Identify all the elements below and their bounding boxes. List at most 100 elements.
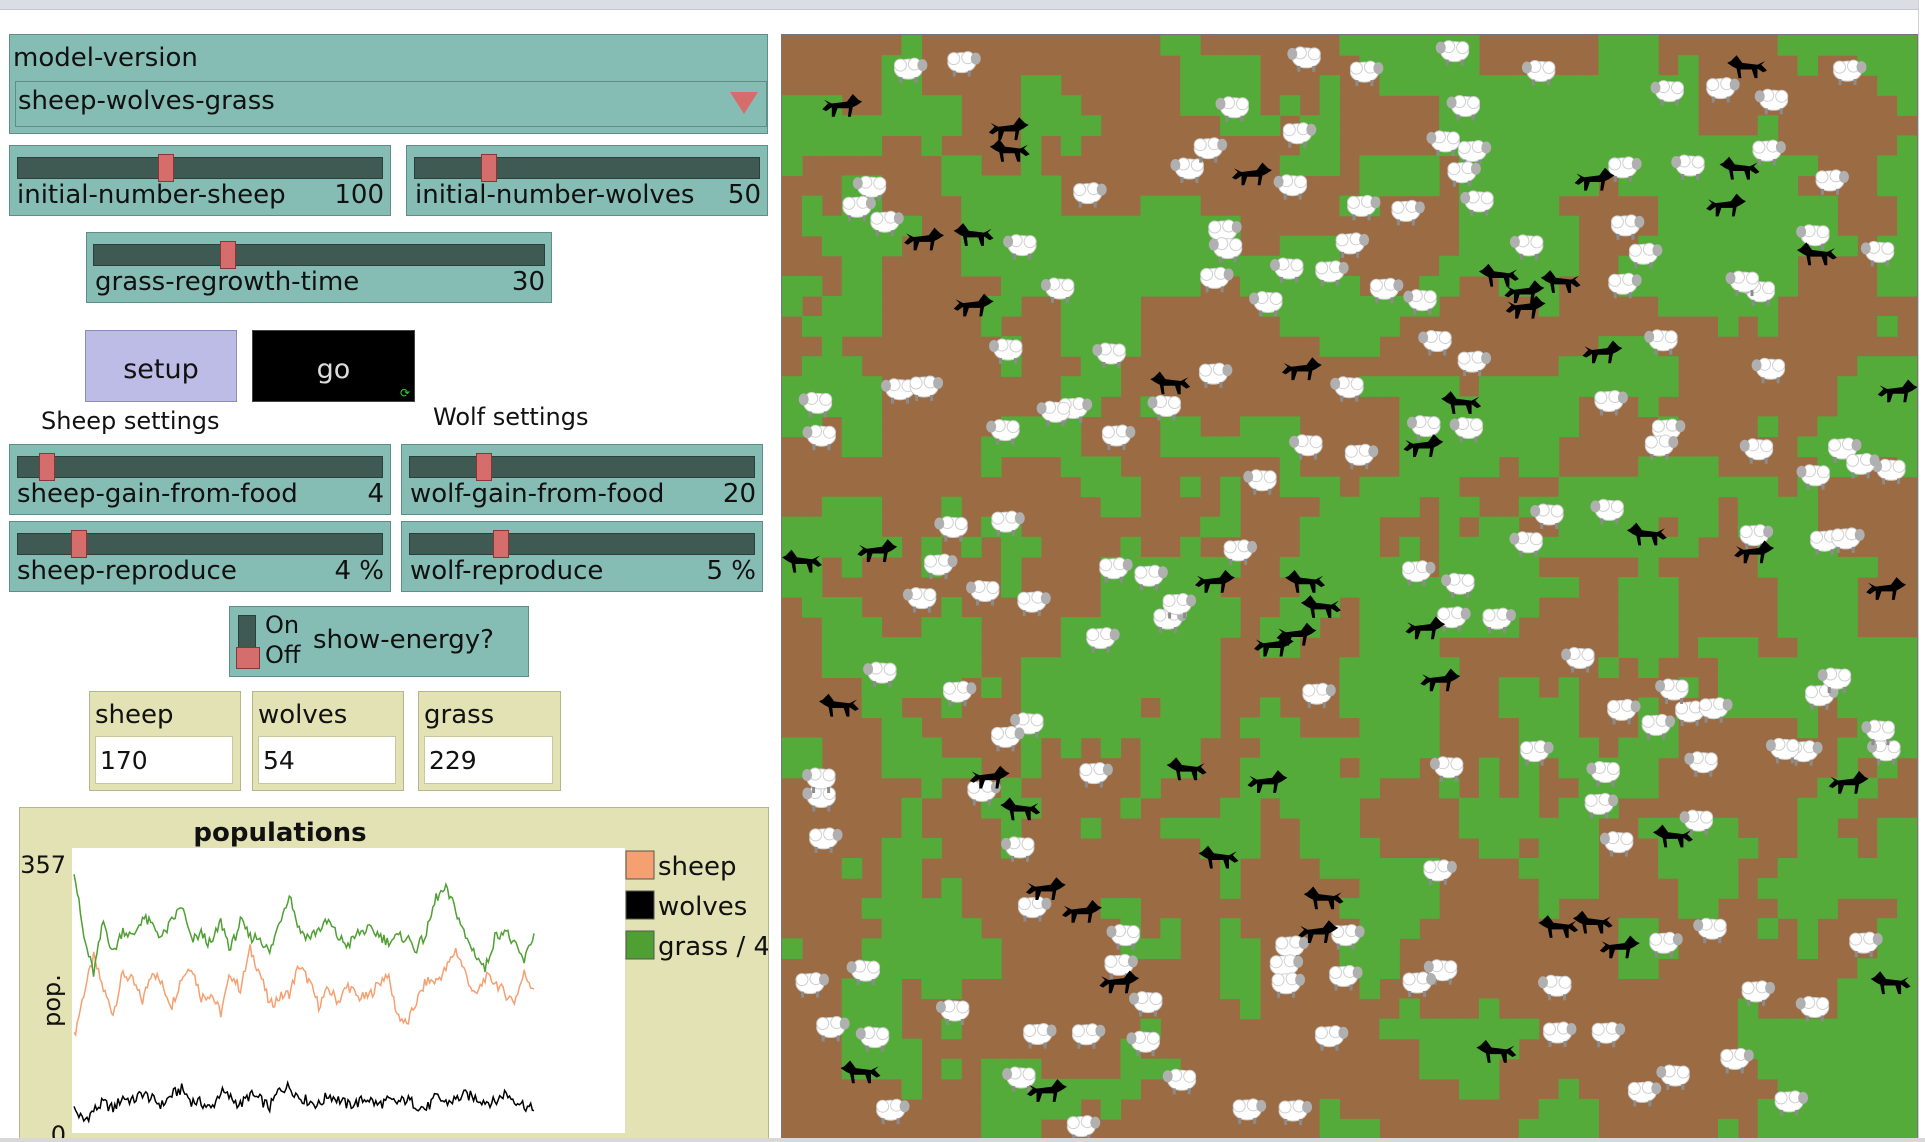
slider-grass-regrowth-time[interactable]: grass-regrowth-time 30 — [86, 232, 552, 303]
grass-patch — [1837, 1058, 1858, 1080]
chooser-dropdown[interactable]: sheep-wolves-grass — [15, 81, 767, 127]
grass-patch — [841, 275, 863, 297]
grass-patch — [1638, 737, 1659, 759]
slider-track[interactable] — [409, 530, 755, 558]
grass-patch — [1299, 516, 1321, 538]
grass-patch — [1160, 577, 1181, 598]
grass-patch — [1160, 215, 1181, 237]
grass-patch — [1518, 95, 1540, 116]
grass-patch — [921, 657, 942, 678]
grass-patch — [1757, 215, 1779, 237]
sheep-icon — [1644, 434, 1679, 460]
grass-patch — [1060, 737, 1082, 759]
grass-patch — [821, 516, 843, 538]
sheep-icon — [1846, 452, 1880, 479]
grass-patch — [1538, 1098, 1560, 1120]
grass-patch — [881, 958, 903, 979]
grass-patch — [1339, 577, 1360, 598]
sheep-icon — [816, 1016, 850, 1042]
grass-patch — [861, 376, 883, 397]
grass-patch — [1658, 175, 1679, 197]
model-version-chooser[interactable]: model-version sheep-wolves-grass — [9, 34, 768, 134]
go-button[interactable]: go ⟳ — [252, 330, 415, 402]
grass-patch — [1439, 275, 1460, 297]
grass-patch — [1359, 717, 1380, 739]
slider-wolf-gain-from-food[interactable]: wolf-gain-from-food 20 — [401, 444, 763, 515]
setup-button[interactable]: setup — [85, 330, 237, 402]
slider-knob[interactable] — [493, 530, 509, 558]
grass-patch — [1498, 75, 1520, 96]
wolf-icon — [822, 94, 863, 117]
slider-knob[interactable] — [39, 453, 55, 481]
grass-patch — [901, 677, 922, 698]
grass-patch — [1518, 436, 1540, 458]
slider-knob[interactable] — [476, 453, 492, 481]
grass-patch — [1339, 737, 1360, 759]
grass-patch — [1717, 657, 1739, 678]
grass-patch — [1578, 1098, 1599, 1120]
grass-patch — [1757, 195, 1779, 217]
slider-knob[interactable] — [158, 154, 174, 182]
grass-patch — [1140, 275, 1161, 297]
grass-patch — [1339, 837, 1360, 859]
slider-wolf-reproduce[interactable]: wolf-reproduce 5 % — [401, 521, 763, 592]
grass-patch — [1777, 657, 1799, 678]
sheep-icon — [1423, 959, 1458, 985]
grass-patch — [1240, 275, 1261, 297]
grass-patch — [1399, 396, 1420, 417]
grass-patch — [1658, 135, 1679, 157]
slider-track[interactable] — [409, 453, 755, 481]
slider-initial-number-wolves[interactable]: initial-number-wolves 50 — [406, 145, 768, 216]
grass-patch — [1777, 536, 1799, 558]
grass-patch — [1877, 1118, 1898, 1139]
grass-patch — [1857, 1058, 1878, 1080]
wolf-icon — [1538, 915, 1579, 938]
sheep-icon — [1739, 438, 1774, 464]
grass-patch — [1100, 697, 1122, 719]
grass-patch — [1618, 175, 1639, 197]
grass-patch — [1220, 817, 1241, 839]
slider-track[interactable] — [414, 154, 760, 182]
grass-patch — [841, 657, 863, 678]
slider-initial-number-sheep[interactable]: initial-number-sheep 100 — [9, 145, 391, 216]
y-axis-label: pop. — [38, 974, 66, 1027]
grass-patch — [1678, 476, 1699, 498]
grass-patch — [782, 135, 803, 157]
grass-patch — [1299, 556, 1321, 578]
sheep-icon — [1833, 59, 1867, 86]
switch-knob[interactable] — [236, 647, 260, 669]
grass-patch — [1518, 797, 1540, 819]
grass-patch — [1001, 175, 1022, 197]
grass-patch — [1817, 597, 1838, 618]
grass-patch — [861, 416, 883, 438]
slider-track[interactable] — [17, 453, 383, 481]
dropdown-arrow-icon[interactable] — [730, 92, 758, 114]
grass-patch — [1439, 777, 1460, 799]
grass-patch — [1140, 1058, 1161, 1080]
grass-patch — [1319, 797, 1341, 819]
world-view[interactable] — [781, 34, 1918, 1140]
world-canvas[interactable] — [782, 35, 1917, 1139]
slider-knob[interactable] — [481, 154, 497, 182]
slider-sheep-gain-from-food[interactable]: sheep-gain-from-food 4 — [9, 444, 391, 515]
slider-knob[interactable] — [220, 241, 236, 269]
grass-patch — [821, 316, 843, 337]
grass-patch — [1379, 556, 1400, 578]
slider-track[interactable] — [17, 154, 383, 182]
slider-track[interactable] — [93, 241, 545, 269]
show-energy-switch[interactable]: On Off show-energy? — [229, 606, 529, 677]
grass-patch — [1877, 1058, 1898, 1080]
grass-patch — [1897, 1078, 1917, 1100]
grass-patch — [1259, 115, 1281, 136]
grass-patch — [1379, 175, 1400, 197]
grass-patch — [1638, 115, 1659, 136]
grass-patch — [1478, 1018, 1500, 1040]
slider-track[interactable] — [17, 530, 383, 558]
grass-patch — [1737, 697, 1759, 719]
slider-sheep-reproduce[interactable]: sheep-reproduce 4 % — [9, 521, 391, 592]
slider-knob[interactable] — [71, 530, 87, 558]
grass-patch — [1817, 577, 1838, 598]
sheep-icon — [1482, 607, 1516, 634]
grass-patch — [1737, 215, 1759, 237]
grass-patch — [1379, 376, 1400, 397]
